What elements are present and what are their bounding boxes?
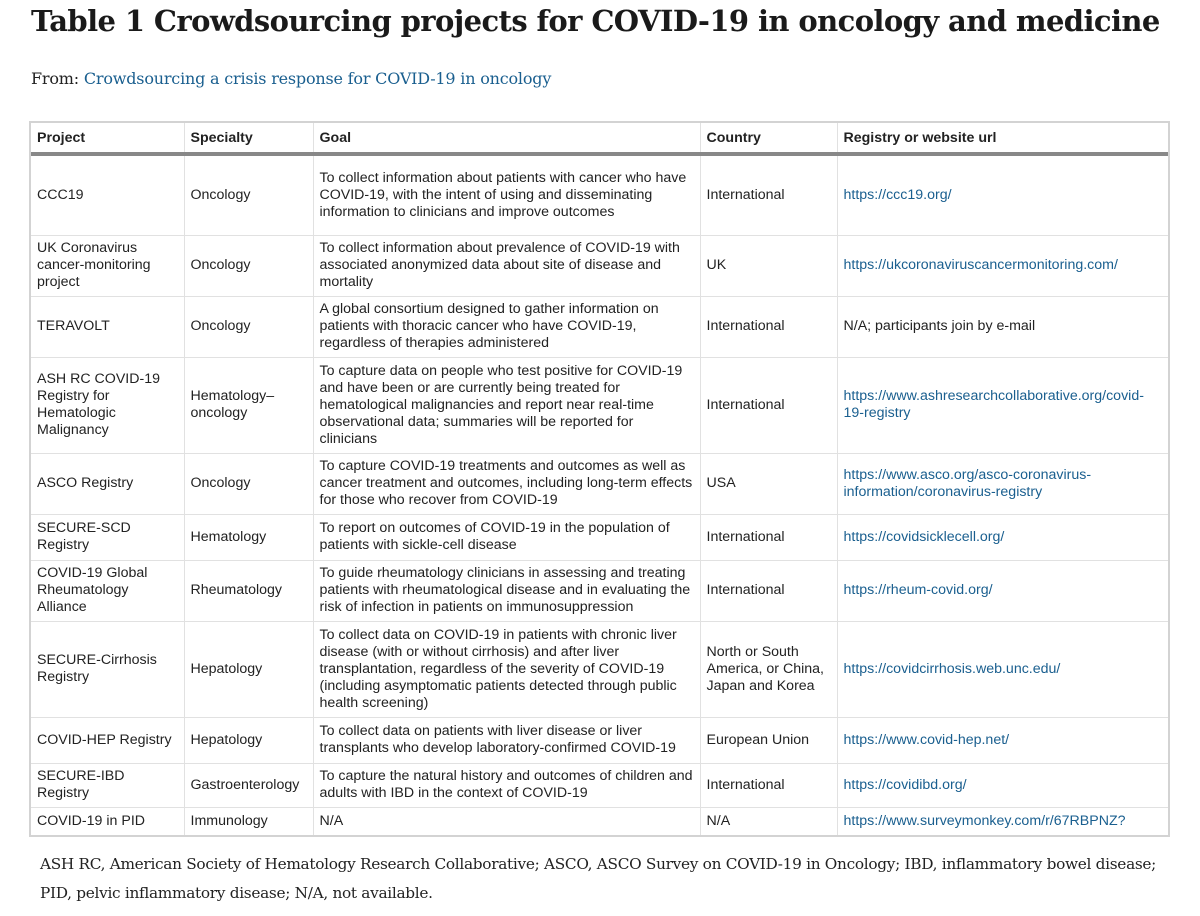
url-cell: https://covidibd.org/ — [837, 763, 1168, 808]
url-cell: https://covidcirrhosis.web.unc.edu/ — [837, 621, 1168, 718]
specialty-cell: Rheumatology — [184, 560, 314, 622]
goal-cell: To capture data on people who test posit… — [313, 357, 701, 454]
specialty-cell: Immunology — [184, 807, 314, 835]
article-link[interactable]: Crowdsourcing a crisis response for COVI… — [83, 69, 552, 88]
table-container: Project Specialty Goal Country Registry … — [29, 121, 1170, 837]
goal-cell: To collect data on patients with liver d… — [313, 717, 701, 764]
project-cell: CCC19 — [31, 154, 185, 236]
project-cell: UK Coronavirus cancer-monitoring project — [31, 235, 185, 297]
goal-cell: To guide rheumatology clinicians in asse… — [313, 560, 701, 622]
registry-link[interactable]: https://covidibd.org/ — [843, 776, 967, 793]
url-cell: https://covidsicklecell.org/ — [837, 514, 1168, 561]
specialty-cell: Hematology–oncology — [184, 357, 314, 454]
header-specialty: Specialty — [184, 123, 314, 156]
table-row: SECURE-Cirrhosis Registry Hepatology To co… — [31, 621, 1168, 718]
registry-link[interactable]: https://www.asco.org/asco-coronavirus-in… — [843, 466, 1092, 500]
table-header-row: Project Specialty Goal Country Registry … — [31, 123, 1168, 156]
country-cell: International — [700, 296, 838, 358]
table-row: COVID-19 Global Rheumatology Alliance Rhe… — [31, 560, 1168, 622]
country-cell: UK — [700, 235, 838, 297]
table-row: SECURE-SCD Registry Hematology To report o… — [31, 514, 1168, 561]
specialty-cell: Oncology — [184, 296, 314, 358]
specialty-cell: Oncology — [184, 235, 314, 297]
goal-cell: To capture the natural history and outco… — [313, 763, 701, 808]
specialty-cell: Hematology — [184, 514, 314, 561]
project-cell: SECURE-SCD Registry — [31, 514, 185, 561]
project-cell: ASH RC COVID-19 Registry for Hematologic… — [31, 357, 185, 454]
registry-link[interactable]: https://www.surveymonkey.com/r/67RBPNZ? — [843, 812, 1126, 829]
header-project: Project — [31, 123, 185, 156]
country-cell: International — [700, 357, 838, 454]
url-cell: N/A; participants join by e-mail — [837, 296, 1168, 358]
goal-cell: N/A — [313, 807, 701, 835]
goal-cell: To collect information about patients wi… — [313, 154, 701, 236]
project-cell: COVID-19 in PID — [31, 807, 185, 835]
country-cell: USA — [700, 453, 838, 515]
country-cell: International — [700, 560, 838, 622]
specialty-cell: Hepatology — [184, 621, 314, 718]
table-row: ASCO Registry Oncology To capture COVID-19… — [31, 453, 1168, 515]
country-cell: International — [700, 514, 838, 561]
specialty-cell: Hepatology — [184, 717, 314, 764]
url-cell: https://www.asco.org/asco-coronavirus-in… — [837, 453, 1168, 515]
table-row: SECURE-IBD Registry Gastroenterology To ca… — [31, 763, 1168, 808]
url-cell: https://ukcoronaviruscancermonitoring.co… — [837, 235, 1168, 297]
from-line: From: Crowdsourcing a crisis response fo… — [31, 69, 551, 88]
header-url: Registry or website url — [837, 123, 1168, 156]
from-label: From: — [31, 69, 79, 88]
project-cell: TERAVOLT — [31, 296, 185, 358]
project-cell: ASCO Registry — [31, 453, 185, 515]
project-cell: SECURE-Cirrhosis Registry — [31, 621, 185, 718]
specialty-cell: Oncology — [184, 154, 314, 236]
table-row: UK Coronavirus cancer-monitoring project… — [31, 235, 1168, 297]
registry-link[interactable]: https://www.ashresearchcollaborative.org… — [843, 388, 1144, 421]
goal-cell: To capture COVID-19 treatments and outco… — [313, 453, 701, 515]
specialty-cell: Oncology — [184, 453, 314, 515]
projects-table: Project Specialty Goal Country Registry … — [31, 123, 1168, 835]
url-cell: https://rheum-covid.org/ — [837, 560, 1168, 622]
header-goal: Goal — [313, 123, 701, 156]
goal-cell: To collect data on COVID-19 in patients … — [313, 621, 701, 718]
country-cell: European Union — [700, 717, 838, 764]
table-footnote: ASH RC, American Society of Hematology R… — [40, 855, 1157, 902]
header-country: Country — [700, 123, 838, 156]
url-cell: https://www.covid-hep.net/ — [837, 717, 1168, 764]
goal-cell: A global consortium designed to gather i… — [313, 296, 701, 358]
table-row: TERAVOLT Oncology A global consortium desi… — [31, 296, 1168, 358]
registry-link[interactable]: https://ukcoronaviruscancermonitoring.co… — [843, 257, 1118, 273]
registry-link[interactable]: https://rheum-covid.org/ — [843, 582, 993, 598]
country-cell: North or South America, or China, Japan … — [700, 621, 838, 718]
registry-link[interactable]: https://covidcirrhosis.web.unc.edu/ — [843, 660, 1061, 677]
url-cell: https://www.surveymonkey.com/r/67RBPNZ? — [837, 807, 1168, 835]
registry-link[interactable]: https://ccc19.org/ — [843, 186, 952, 203]
table-title: Table 1 Crowdsourcing projects for COVID… — [31, 4, 1160, 38]
table-row: CCC19 Oncology To collect information abou… — [31, 154, 1168, 236]
project-cell: SECURE-IBD Registry — [31, 763, 185, 808]
table-body: CCC19 Oncology To collect information abou… — [31, 154, 1168, 835]
table-row: COVID-HEP Registry Hepatology To collect d… — [31, 717, 1168, 764]
goal-cell: To collect information about prevalence … — [313, 235, 701, 297]
registry-link[interactable]: https://www.covid-hep.net/ — [843, 731, 1010, 748]
project-cell: COVID-19 Global Rheumatology Alliance — [31, 560, 185, 622]
registry-link[interactable]: https://covidsicklecell.org/ — [843, 528, 1005, 545]
country-cell: International — [700, 154, 838, 236]
project-cell: COVID-HEP Registry — [31, 717, 185, 764]
country-cell: International — [700, 763, 838, 808]
country-cell: N/A — [700, 807, 838, 835]
specialty-cell: Gastroenterology — [184, 763, 314, 808]
goal-cell: To report on outcomes of COVID-19 in the… — [313, 514, 701, 561]
table-row: COVID-19 in PID Immunology N/A N/A https://w… — [31, 807, 1168, 835]
url-cell: https://www.ashresearchcollaborative.org… — [837, 357, 1168, 454]
table-row: ASH RC COVID-19 Registry for Hematologic… — [31, 357, 1168, 454]
url-cell: https://ccc19.org/ — [837, 154, 1168, 236]
